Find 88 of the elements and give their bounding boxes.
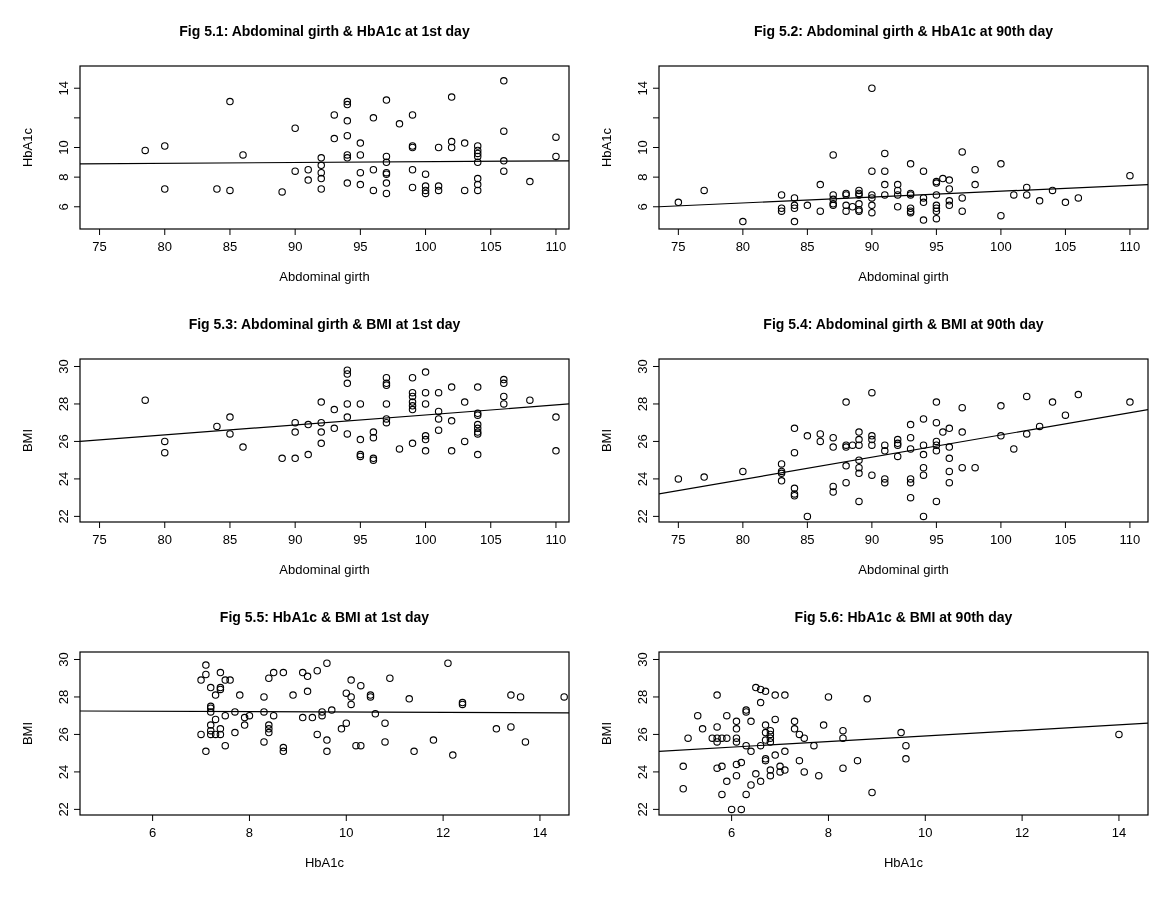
y-axis-title: HbA1c [20,127,35,168]
y-tick-label: 26 [635,434,650,449]
x-tick-label: 8 [824,825,833,840]
y-axis-title: BMI [599,721,614,746]
x-tick-label: 80 [735,239,751,254]
x-tick-label: 110 [545,239,567,254]
y-tick-label: 22 [56,509,71,524]
x-tick-label: 75 [92,532,107,547]
x-tick-label: 80 [157,239,172,254]
x-tick-label: 85 [222,532,238,547]
y-tick-label: 28 [635,689,650,705]
y-tick-label: 28 [635,396,650,412]
x-tick-label: 110 [1119,532,1141,547]
x-axis-title: Abdominal girth [279,269,370,284]
x-axis-title: Abdominal girth [858,269,949,284]
x-tick-label: 100 [414,532,437,547]
chart-title: Fig 5.3: Abdominal girth & BMI at 1st day [188,316,461,332]
y-tick-label: 24 [56,471,71,487]
x-tick-label: 95 [929,239,944,254]
y-axis-title: BMI [20,721,35,746]
x-axis-title: HbA1c [304,855,345,870]
x-axis-title: Abdominal girth [279,562,370,577]
x-tick-label: 105 [479,532,502,547]
x-tick-label: 14 [1111,825,1127,840]
y-tick-label: 26 [56,434,71,449]
x-axis-title: HbA1c [883,855,924,870]
y-tick-label: 22 [635,802,650,817]
y-tick-label: 30 [635,359,650,374]
chart-title: Fig 5.4: Abdominal girth & BMI at 90th day [763,316,1044,332]
x-tick-label: 6 [149,825,157,840]
x-tick-label: 14 [532,825,548,840]
x-tick-label: 95 [929,532,944,547]
chart-title: Fig 5.5: HbA1c & BMI at 1st day [219,609,430,625]
x-tick-label: 12 [435,825,451,840]
chart-title: Fig 5.6: HbA1c & BMI at 90th day [794,609,1013,625]
x-tick-label: 75 [671,239,686,254]
y-tick-label: 24 [635,764,650,780]
y-tick-label: 30 [635,652,650,667]
y-tick-label: 26 [56,727,71,742]
y-tick-label: 28 [56,689,71,705]
x-tick-label: 10 [339,825,354,840]
y-tick-label: 14 [635,80,650,96]
y-tick-label: 8 [56,173,71,181]
x-tick-label: 100 [990,239,1012,254]
x-tick-label: 10 [918,825,933,840]
x-tick-label: 12 [1014,825,1030,840]
y-tick-label: 24 [635,471,650,487]
y-tick-label: 30 [56,359,71,374]
y-tick-label: 26 [635,727,650,742]
y-tick-label: 8 [635,173,650,181]
x-tick-label: 90 [864,532,880,547]
y-tick-label: 10 [56,140,71,155]
x-tick-label: 100 [990,532,1012,547]
y-axis-title: HbA1c [599,127,614,168]
y-tick-label: 24 [56,764,71,780]
x-tick-label: 95 [353,239,368,254]
x-tick-label: 105 [1054,239,1077,254]
x-tick-label: 6 [728,825,736,840]
y-tick-label: 22 [635,509,650,524]
x-tick-label: 110 [545,532,567,547]
y-tick-label: 10 [635,140,650,155]
x-tick-label: 85 [800,239,815,254]
y-tick-label: 6 [56,203,71,211]
x-tick-label: 85 [222,239,238,254]
y-tick-label: 30 [56,652,71,667]
y-tick-label: 28 [56,396,71,412]
x-tick-label: 90 [287,532,303,547]
x-tick-label: 75 [671,532,686,547]
x-tick-label: 85 [800,532,815,547]
x-tick-label: 110 [1119,239,1141,254]
chart-title: Fig 5.2: Abdominal girth & HbA1c at 90th day [754,23,1054,39]
y-axis-title: BMI [599,428,614,453]
y-tick-label: 14 [56,80,71,96]
x-tick-label: 105 [1054,532,1077,547]
x-tick-label: 105 [479,239,502,254]
x-tick-label: 95 [353,532,368,547]
y-tick-label: 22 [56,802,71,817]
x-tick-label: 75 [92,239,107,254]
x-tick-label: 80 [157,532,172,547]
x-tick-label: 100 [414,239,437,254]
x-tick-label: 90 [287,239,303,254]
y-tick-label: 6 [635,203,650,211]
x-axis-title: Abdominal girth [858,562,949,577]
chart-title: Fig 5.1: Abdominal girth & HbA1c at 1st day [179,23,470,39]
y-axis-title: BMI [20,428,35,453]
x-tick-label: 90 [864,239,880,254]
x-tick-label: 8 [245,825,254,840]
x-tick-label: 80 [735,532,751,547]
